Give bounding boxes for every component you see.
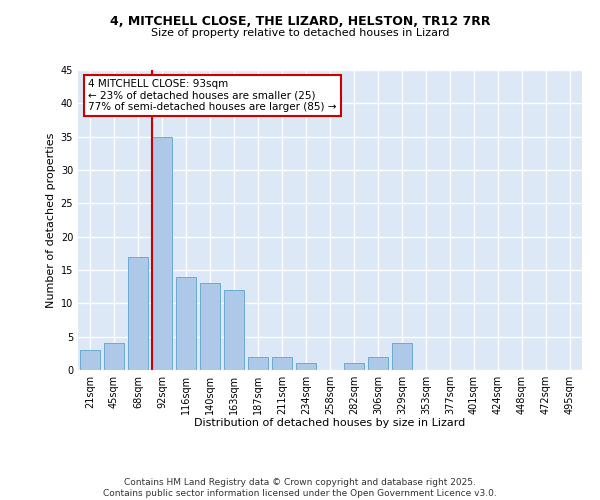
Bar — [104, 344, 124, 370]
Bar — [344, 364, 364, 370]
Bar — [152, 136, 172, 370]
Bar — [392, 344, 412, 370]
Text: Size of property relative to detached houses in Lizard: Size of property relative to detached ho… — [151, 28, 449, 38]
Text: Contains HM Land Registry data © Crown copyright and database right 2025.
Contai: Contains HM Land Registry data © Crown c… — [103, 478, 497, 498]
Text: 4, MITCHELL CLOSE, THE LIZARD, HELSTON, TR12 7RR: 4, MITCHELL CLOSE, THE LIZARD, HELSTON, … — [110, 15, 490, 28]
Text: 4 MITCHELL CLOSE: 93sqm
← 23% of detached houses are smaller (25)
77% of semi-de: 4 MITCHELL CLOSE: 93sqm ← 23% of detache… — [88, 79, 337, 112]
Bar — [224, 290, 244, 370]
X-axis label: Distribution of detached houses by size in Lizard: Distribution of detached houses by size … — [194, 418, 466, 428]
Bar — [176, 276, 196, 370]
Bar — [128, 256, 148, 370]
Bar — [248, 356, 268, 370]
Bar — [80, 350, 100, 370]
Bar — [296, 364, 316, 370]
Y-axis label: Number of detached properties: Number of detached properties — [46, 132, 56, 308]
Bar — [272, 356, 292, 370]
Bar — [200, 284, 220, 370]
Bar — [368, 356, 388, 370]
